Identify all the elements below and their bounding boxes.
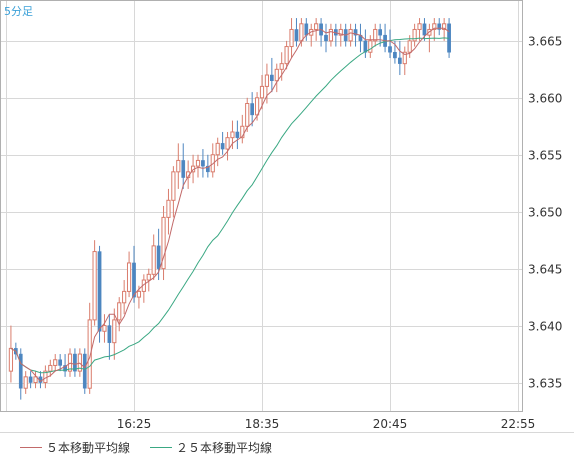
candle-body-down <box>201 160 205 167</box>
candle-body-down <box>181 160 186 178</box>
candle-body-up <box>245 103 250 127</box>
candle-body-up <box>264 74 270 87</box>
candle-body-up <box>166 199 171 218</box>
candle-body-up <box>299 23 304 42</box>
candle-body-down <box>397 57 402 64</box>
candle-body-up <box>254 97 260 116</box>
candle-body-up <box>328 28 334 42</box>
candle-body-down <box>250 103 255 116</box>
candle-body-up <box>102 325 107 332</box>
candle-body-up <box>289 28 294 48</box>
candle-body-up <box>338 28 343 36</box>
x-tick-label: 20:45 <box>373 417 408 431</box>
candle-body-up <box>417 23 422 30</box>
candle-body-up <box>230 131 235 139</box>
candle-body-up <box>92 251 97 321</box>
candle-body-down <box>304 23 309 36</box>
candle-body-down <box>82 353 87 389</box>
candle-body-down <box>353 29 358 36</box>
candle-body-up <box>48 364 53 372</box>
y-tick-label: 3.655 <box>528 149 562 163</box>
y-tick-label: 3.660 <box>528 92 562 106</box>
candle-body-up <box>122 290 127 304</box>
candle-body-up <box>33 376 38 384</box>
legend-label: ２５本移動平均線 <box>176 440 272 455</box>
candle-body-up <box>279 63 284 70</box>
candle-body-down <box>28 376 33 383</box>
y-tick-label: 3.665 <box>528 35 562 49</box>
ma5-line <box>10 27 450 383</box>
candle-body-up <box>284 46 289 65</box>
candle-body-up <box>368 40 373 53</box>
candle-body-up <box>146 273 151 281</box>
candle-body-up <box>215 142 220 156</box>
candle-body-down <box>205 165 210 173</box>
candle-body-down <box>422 23 427 36</box>
candle-body-up <box>77 353 82 372</box>
candle-body-down <box>73 353 77 372</box>
ma25-line <box>10 37 450 374</box>
candle-body-down <box>220 143 225 150</box>
moving-average-lines <box>10 27 450 383</box>
candle-body-up <box>67 353 73 372</box>
candle-body-up <box>53 359 58 366</box>
candle-body-down <box>97 251 102 332</box>
candle-body-down <box>156 245 161 269</box>
candle-body-up <box>176 159 181 173</box>
candle-body-up <box>87 319 92 389</box>
candles-group <box>8 18 451 400</box>
candle-body-down <box>437 23 442 30</box>
y-axis: 3.665 3.660 3.655 3.650 3.645 3.640 3.635 <box>528 35 562 391</box>
candle-body-down <box>235 131 240 138</box>
y-tick-label: 3.640 <box>528 320 562 334</box>
candle-body-up <box>112 319 117 344</box>
candle-body-down <box>294 29 299 42</box>
candle-body-down <box>378 29 383 36</box>
x-axis: 16:25 18:35 20:45 22:55 <box>117 417 536 431</box>
candle-body-down <box>132 262 136 298</box>
candle-body-down <box>18 353 23 389</box>
candle-body-up <box>373 28 378 42</box>
candle-body-up <box>225 137 230 150</box>
candle-body-up <box>348 28 353 42</box>
candle-body-down <box>63 365 67 372</box>
candle-body-down <box>388 46 392 53</box>
candle-body-down <box>107 325 112 343</box>
candle-body-up <box>412 28 417 42</box>
legend: ５本移動平均線 ２５本移動平均線 <box>20 440 272 455</box>
candle-body-up <box>171 171 176 201</box>
y-tick-label: 3.650 <box>528 206 562 220</box>
candle-body-down <box>269 74 274 81</box>
candle-body-up <box>259 85 265 99</box>
candle-body-up <box>402 51 407 65</box>
candle-body-up <box>136 290 142 298</box>
candle-body-up <box>314 23 319 30</box>
candle-body-up <box>274 68 279 82</box>
x-tick-label: 16:25 <box>117 417 152 431</box>
x-tick-label: 18:35 <box>245 417 280 431</box>
plot-frame <box>0 0 523 412</box>
candle-body-up <box>442 23 447 30</box>
candle-body-up <box>432 23 437 30</box>
legend-label: ５本移動平均線 <box>46 440 130 455</box>
candle-body-up <box>126 262 132 292</box>
candle-body-up <box>161 216 166 270</box>
candle-body-up <box>117 302 122 321</box>
y-tick-label: 3.635 <box>528 377 562 391</box>
candle-body-up <box>407 40 412 53</box>
x-tick-label: 22:55 <box>501 417 536 431</box>
period-label: 5分足 <box>4 5 33 18</box>
candle-body-up <box>151 245 156 275</box>
candle-body-up <box>240 125 245 139</box>
candle-body-up <box>8 347 14 372</box>
candle-body-down <box>363 40 368 53</box>
candle-body-down <box>58 359 63 366</box>
candle-body-down <box>324 34 328 42</box>
candle-body-up <box>23 376 28 389</box>
y-tick-label: 3.645 <box>528 263 562 277</box>
candle-body-down <box>393 52 397 59</box>
candle-body-up <box>195 159 201 167</box>
